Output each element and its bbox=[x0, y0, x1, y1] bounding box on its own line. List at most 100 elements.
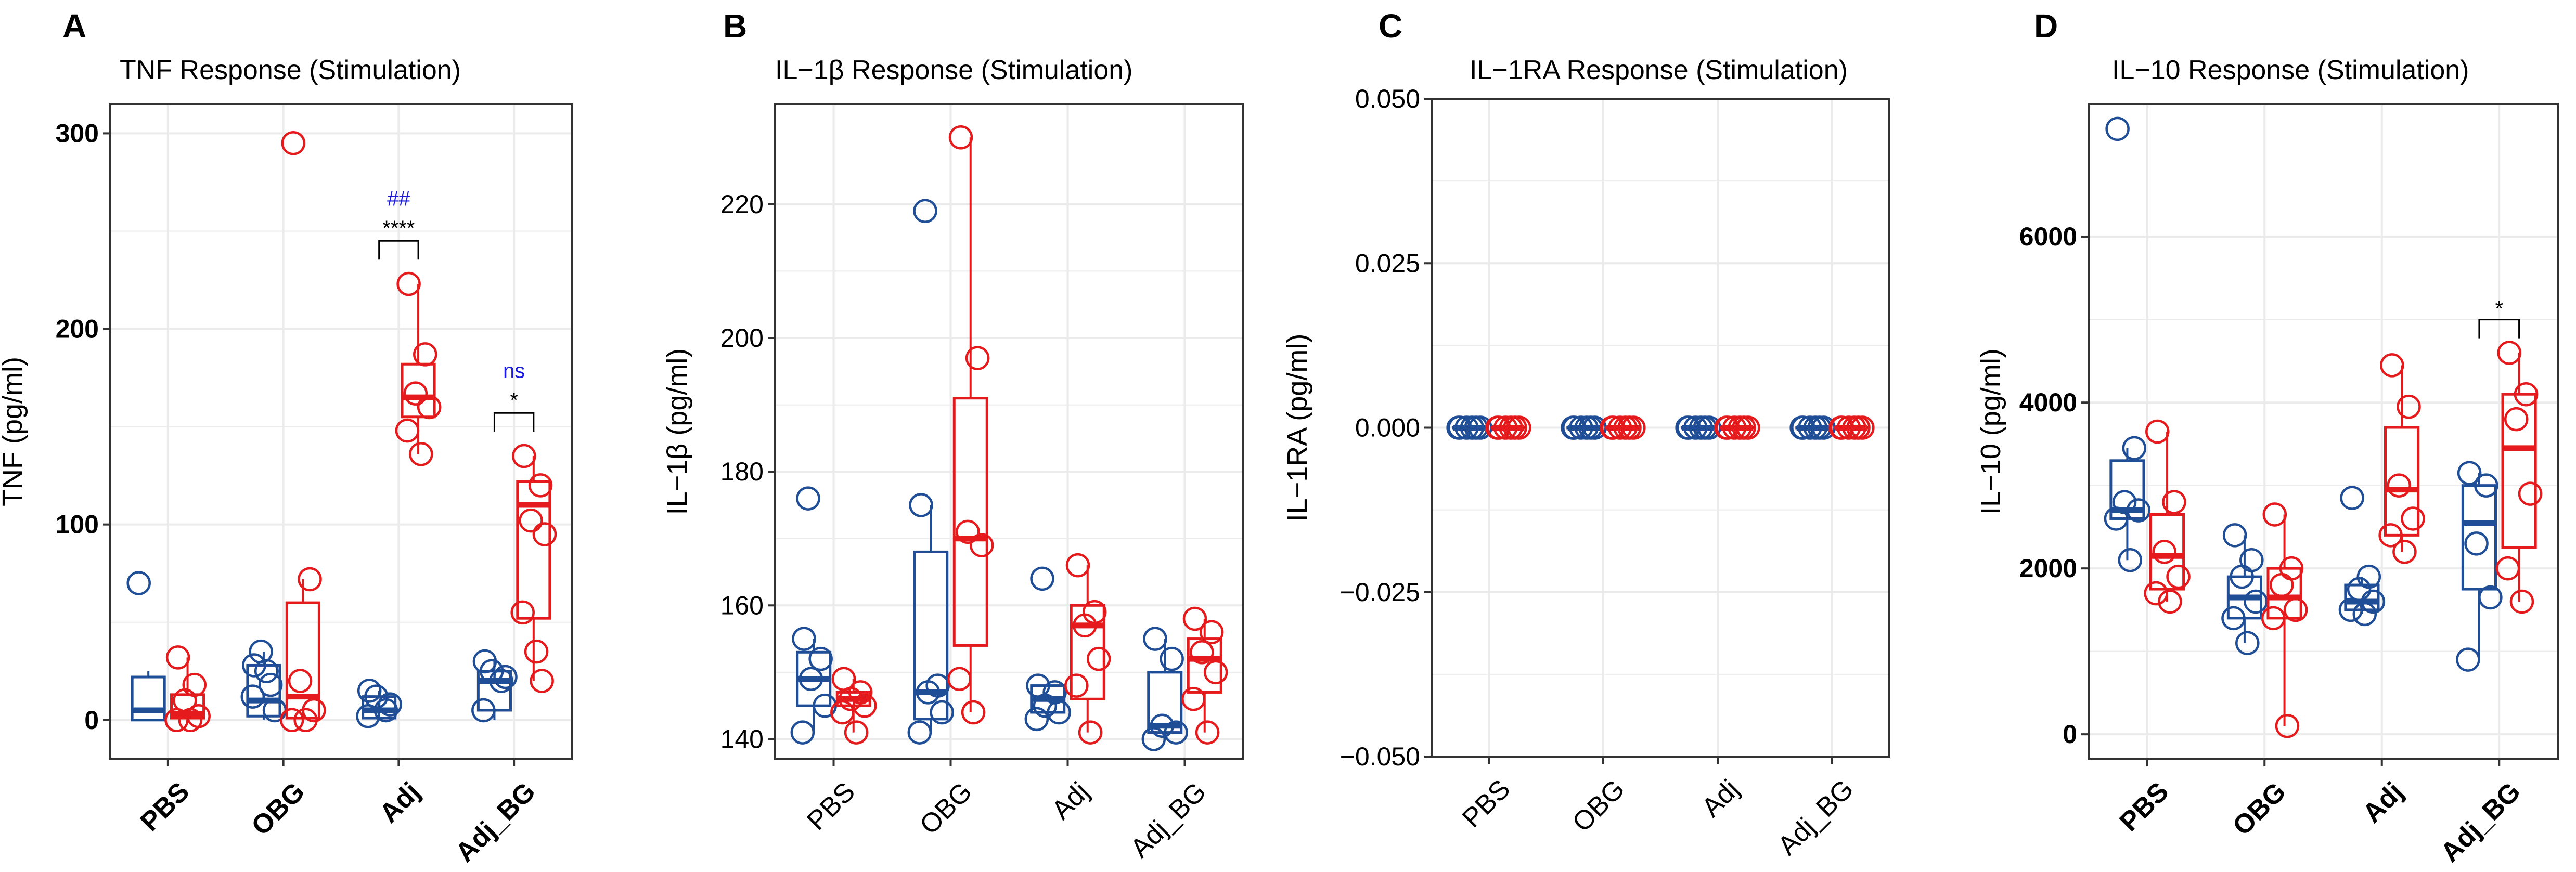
panel-A: A TNF Response (Stimulation) **** ## * ns 0 100… bbox=[0, 7, 573, 868]
y-tick-label: 2000 bbox=[2019, 554, 2077, 583]
data-point bbox=[948, 125, 973, 150]
data-point bbox=[2230, 564, 2254, 589]
significance-label: ns bbox=[503, 360, 525, 383]
data-point bbox=[2401, 506, 2425, 531]
data-point bbox=[1600, 415, 1624, 440]
plot-border bbox=[109, 103, 573, 760]
data-point bbox=[479, 659, 504, 683]
box-OBG-group1 bbox=[913, 505, 949, 733]
panel-label: C bbox=[1379, 7, 1402, 45]
data-point bbox=[913, 199, 937, 223]
data-point bbox=[357, 679, 382, 703]
data-point bbox=[2495, 556, 2520, 581]
significance-label: * bbox=[510, 389, 518, 412]
data-point bbox=[2145, 419, 2170, 444]
y-tick-label: 140 bbox=[720, 724, 764, 753]
chart-title: IL−1RA Response (Stimulation) bbox=[1470, 55, 1848, 85]
data-point bbox=[2261, 606, 2286, 631]
data-point bbox=[395, 418, 420, 443]
data-point bbox=[2361, 589, 2386, 614]
data-point bbox=[2474, 473, 2498, 498]
data-point bbox=[1073, 613, 1097, 638]
data-point bbox=[178, 708, 203, 733]
y-tick-label: 0 bbox=[2063, 720, 2077, 749]
data-point bbox=[2497, 341, 2522, 365]
data-point bbox=[1722, 415, 1747, 440]
data-point bbox=[1150, 713, 1175, 738]
y-tick-label: 300 bbox=[56, 119, 99, 148]
data-point bbox=[1143, 627, 1167, 651]
data-point bbox=[1803, 415, 1828, 440]
data-point bbox=[1078, 720, 1103, 745]
data-point bbox=[2126, 498, 2151, 523]
data-point bbox=[413, 342, 437, 367]
data-point bbox=[2478, 585, 2503, 610]
box-PBS-group1 bbox=[131, 671, 166, 722]
y-tick-label: 0.000 bbox=[1355, 413, 1420, 442]
data-point bbox=[839, 687, 863, 711]
data-point bbox=[240, 684, 265, 709]
y-tick-label: −0.050 bbox=[1340, 742, 1420, 771]
box-Adj-group2 bbox=[2384, 365, 2420, 552]
data-point bbox=[1798, 415, 1822, 440]
data-point bbox=[1460, 415, 1485, 440]
box-Adj_BG-group1 bbox=[2461, 473, 2497, 660]
box-iqr bbox=[952, 397, 988, 647]
box-iqr bbox=[2461, 484, 2497, 591]
data-point bbox=[916, 680, 941, 705]
data-point bbox=[2244, 589, 2268, 614]
data-point bbox=[956, 519, 980, 544]
x-tick-label: OBG bbox=[2227, 776, 2292, 841]
data-point bbox=[409, 442, 433, 466]
x-tick-label: Adj bbox=[1046, 776, 1095, 825]
y-tick-label: −0.025 bbox=[1340, 578, 1420, 607]
y-tick-label: 200 bbox=[720, 323, 764, 353]
x-tick-label: PBS bbox=[801, 776, 861, 836]
data-point bbox=[1574, 415, 1599, 440]
data-point bbox=[524, 639, 549, 664]
data-point bbox=[1195, 720, 1220, 745]
x-tick-label: PBS bbox=[2114, 776, 2175, 837]
box-iqr bbox=[285, 601, 320, 720]
data-point bbox=[1182, 606, 1207, 631]
data-point bbox=[2397, 394, 2421, 419]
data-point bbox=[1789, 415, 1814, 440]
box-iqr bbox=[131, 675, 166, 722]
data-point bbox=[909, 493, 933, 517]
plot-border bbox=[2088, 103, 2559, 760]
panel-label: B bbox=[723, 7, 747, 45]
significance-bracket bbox=[378, 240, 419, 260]
significance-bracket bbox=[2478, 319, 2520, 339]
y-tick-label: 4000 bbox=[2019, 388, 2077, 417]
data-point bbox=[1728, 415, 1752, 440]
y-axis-title: IL−1RA (pg/ml) bbox=[1282, 334, 1313, 522]
data-point bbox=[1065, 553, 1090, 578]
data-point bbox=[417, 395, 442, 420]
data-point bbox=[254, 659, 279, 683]
data-point bbox=[2338, 597, 2363, 622]
data-point bbox=[1836, 415, 1861, 440]
data-point bbox=[378, 692, 403, 717]
data-point bbox=[1828, 415, 1853, 440]
box-iqr bbox=[2501, 393, 2537, 549]
data-point bbox=[1033, 693, 1058, 718]
data-point bbox=[2283, 597, 2308, 622]
data-point bbox=[2104, 506, 2129, 531]
data-point bbox=[164, 708, 189, 733]
data-point bbox=[2166, 564, 2191, 589]
plot-border bbox=[774, 103, 1244, 760]
box-Adj_BG-group2 bbox=[516, 456, 551, 681]
y-tick-label: 0 bbox=[84, 706, 99, 735]
data-point bbox=[2387, 473, 2411, 498]
y-tick-label: 220 bbox=[720, 190, 764, 219]
data-point bbox=[165, 645, 190, 670]
data-point bbox=[1842, 415, 1866, 440]
y-axis-title: IL−1β (pg/ml) bbox=[662, 348, 693, 515]
data-point bbox=[510, 600, 535, 625]
data-point bbox=[2152, 540, 2176, 564]
data-point bbox=[519, 508, 543, 533]
data-point bbox=[2457, 461, 2482, 485]
panel-label: D bbox=[2034, 7, 2058, 45]
data-point bbox=[1047, 700, 1071, 725]
data-point bbox=[2105, 116, 2130, 141]
